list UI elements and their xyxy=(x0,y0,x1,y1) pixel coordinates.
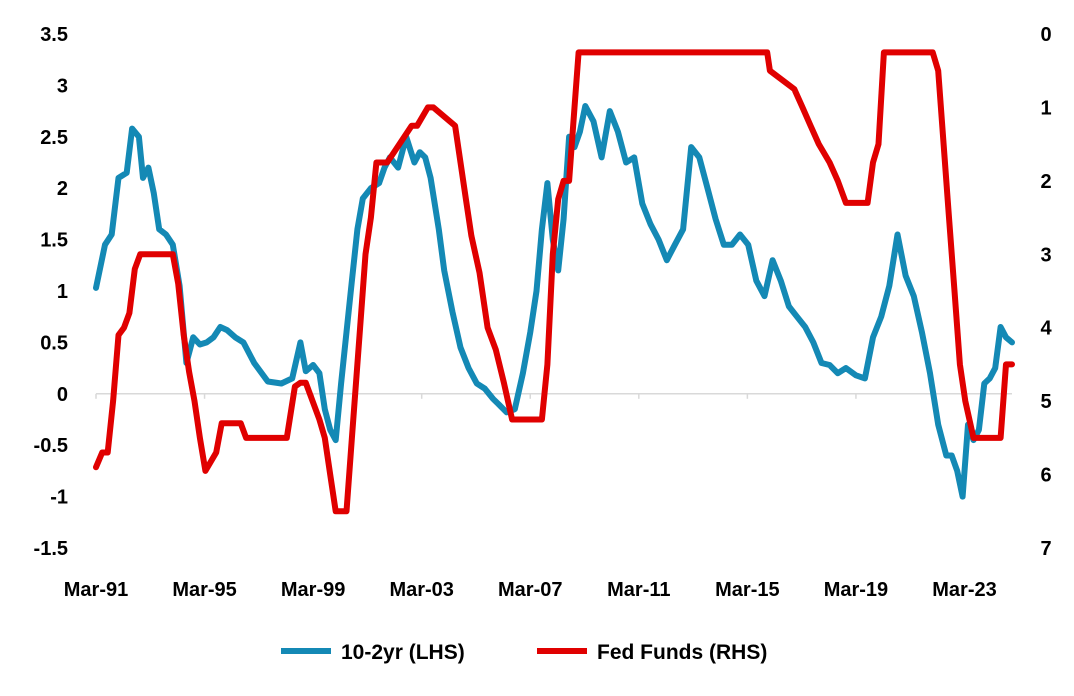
x-axis-tick-labels: Mar-91 Mar-95 Mar-99 Mar-03 Mar-07 Mar-11 Mar-… xyxy=(64,393,997,601)
left-axis-tick-label: 1.5 xyxy=(40,230,68,252)
left-axis-tick-label: 1 xyxy=(57,281,68,303)
series-line-fed-funds xyxy=(93,49,1015,515)
right-axis-tick-label: 0 xyxy=(1040,24,1051,46)
left-axis-tick-label: 0.5 xyxy=(40,332,68,354)
x-axis-tick-label: Mar-03 xyxy=(389,579,453,601)
x-axis-tick-label: Mar-23 xyxy=(932,579,996,601)
x-axis-tick-label: Mar-95 xyxy=(172,579,236,601)
left-axis-tick-label: 0 xyxy=(57,384,68,406)
series-layer xyxy=(93,49,1015,515)
legend: 10-2yr (LHS) Fed Funds (RHS) xyxy=(281,641,767,664)
x-axis-tick-label: Mar-91 xyxy=(64,579,128,601)
right-axis-tick-labels: 0 1 2 3 4 5 6 7 xyxy=(1040,24,1052,560)
x-axis-tick-label: Mar-15 xyxy=(715,579,779,601)
right-axis-tick-label: 7 xyxy=(1040,538,1051,560)
right-axis-tick-label: 5 xyxy=(1040,391,1051,413)
left-axis-tick-label: -1.5 xyxy=(34,538,68,560)
legend-label-10-2yr: 10-2yr (LHS) xyxy=(341,641,465,664)
left-axis-tick-label: 2.5 xyxy=(40,127,68,149)
x-axis-tick-label: Mar-99 xyxy=(281,579,345,601)
left-axis-tick-label: -0.5 xyxy=(34,435,68,457)
left-axis-tick-label: 3 xyxy=(57,75,68,97)
right-axis-tick-label: 2 xyxy=(1040,171,1051,193)
left-axis-tick-label: 3.5 xyxy=(40,24,68,46)
x-axis-tick-label: Mar-07 xyxy=(498,579,562,601)
x-axis-tick-label: Mar-11 xyxy=(607,579,670,601)
left-axis-tick-label: 2 xyxy=(57,178,68,200)
legend-label-fed-funds: Fed Funds (RHS) xyxy=(597,641,767,664)
right-axis-tick-label: 6 xyxy=(1040,465,1051,487)
right-axis-tick-label: 1 xyxy=(1040,97,1051,119)
left-axis-tick-label: -1 xyxy=(50,487,68,509)
x-axis-tick-label: Mar-19 xyxy=(824,579,888,601)
right-axis-tick-label: 3 xyxy=(1040,244,1051,266)
right-axis-tick-label: 4 xyxy=(1040,318,1052,340)
left-axis-tick-labels: 3.5 3 2.5 2 1.5 1 0.5 0 -0.5 -1 -1.5 xyxy=(34,24,68,560)
series-line-10-2yr xyxy=(93,103,1015,500)
